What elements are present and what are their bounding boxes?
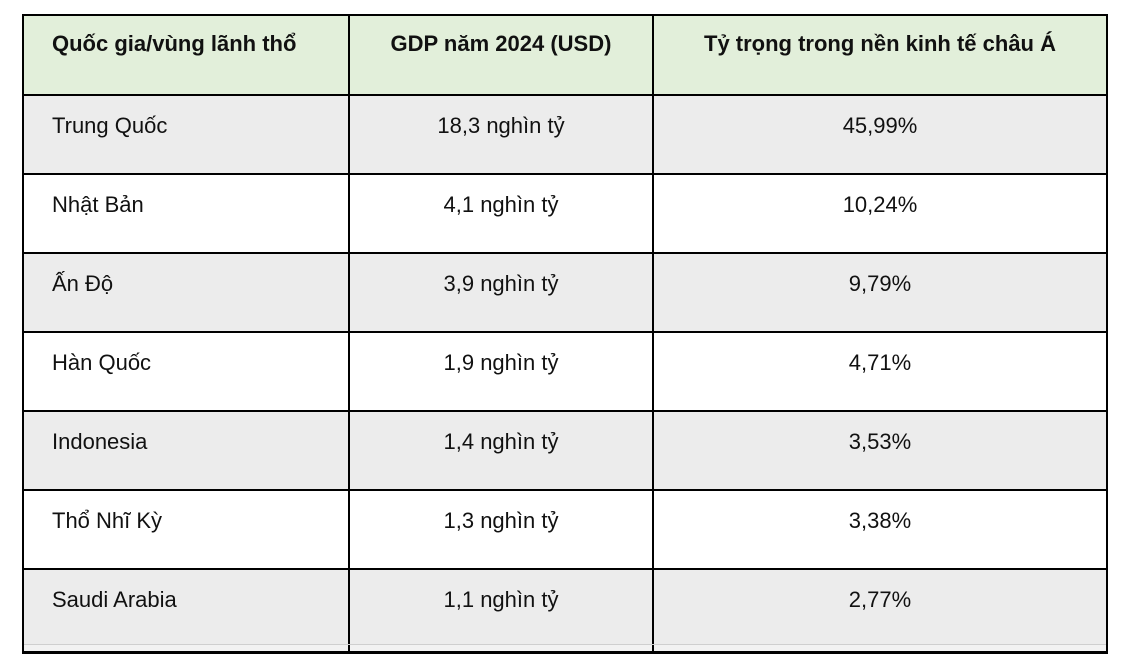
country-cell: Saudi Arabia [52, 587, 177, 612]
gdp-cell: 1,9 nghìn tỷ [348, 333, 652, 410]
column-header-country: Quốc gia/vùng lãnh thổ [52, 31, 297, 56]
country-cell: Trung Quốc [52, 113, 168, 138]
table-row: Indonesia 1,4 nghìn tỷ 3,53% [24, 410, 1106, 489]
table-row: Saudi Arabia 1,1 nghìn tỷ 2,77% [24, 568, 1106, 644]
gdp-cell: 1,3 nghìn tỷ [348, 491, 652, 568]
table-row: Hàn Quốc 1,9 nghìn tỷ 4,71% [24, 331, 1106, 410]
share-cell: 4,71% [652, 333, 1106, 410]
partial-cell [24, 645, 348, 651]
gdp-cell: 1,4 nghìn tỷ [348, 412, 652, 489]
country-cell: Nhật Bản [52, 192, 144, 217]
partial-cell [652, 645, 1106, 651]
share-cell: 2,77% [652, 570, 1106, 644]
partial-next-row [24, 644, 1106, 651]
gdp-cell: 4,1 nghìn tỷ [348, 175, 652, 252]
partial-cell [348, 645, 652, 651]
share-cell: 3,38% [652, 491, 1106, 568]
table-row: Ấn Độ 3,9 nghìn tỷ 9,79% [24, 252, 1106, 331]
share-cell: 45,99% [652, 96, 1106, 173]
table-row: Trung Quốc 18,3 nghìn tỷ 45,99% [24, 94, 1106, 173]
gdp-table: Quốc gia/vùng lãnh thổ GDP năm 2024 (USD… [22, 14, 1108, 654]
column-header-gdp: GDP năm 2024 (USD) [348, 16, 652, 94]
gdp-cell: 3,9 nghìn tỷ [348, 254, 652, 331]
table-row: Nhật Bản 4,1 nghìn tỷ 10,24% [24, 173, 1106, 252]
gdp-cell: 1,1 nghìn tỷ [348, 570, 652, 644]
country-cell: Hàn Quốc [52, 350, 152, 375]
country-cell: Thổ Nhĩ Kỳ [52, 508, 163, 533]
share-cell: 10,24% [652, 175, 1106, 252]
table-header-row: Quốc gia/vùng lãnh thổ GDP năm 2024 (USD… [24, 16, 1106, 94]
column-header-share: Tỷ trọng trong nền kinh tế châu Á [652, 16, 1106, 94]
table-row: Thổ Nhĩ Kỳ 1,3 nghìn tỷ 3,38% [24, 489, 1106, 568]
gdp-cell: 18,3 nghìn tỷ [348, 96, 652, 173]
share-cell: 3,53% [652, 412, 1106, 489]
share-cell: 9,79% [652, 254, 1106, 331]
country-cell: Indonesia [52, 429, 148, 454]
country-cell: Ấn Độ [52, 271, 114, 296]
